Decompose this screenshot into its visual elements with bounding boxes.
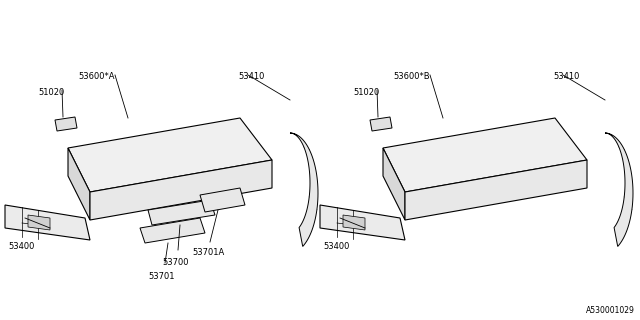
Polygon shape [405, 160, 587, 220]
Polygon shape [320, 205, 405, 240]
Polygon shape [200, 188, 245, 212]
Text: 53600*A: 53600*A [78, 72, 115, 81]
Text: 53400: 53400 [8, 242, 35, 251]
Text: 53701A: 53701A [192, 248, 224, 257]
Text: 53400: 53400 [323, 242, 349, 251]
Text: 51020: 51020 [38, 88, 64, 97]
Polygon shape [5, 205, 90, 240]
Text: 53410: 53410 [238, 72, 264, 81]
Polygon shape [90, 160, 272, 220]
Polygon shape [370, 117, 392, 131]
Polygon shape [68, 148, 90, 220]
Polygon shape [383, 118, 587, 192]
Text: 51020: 51020 [353, 88, 380, 97]
Text: A530001029: A530001029 [586, 306, 635, 315]
Text: 53410: 53410 [553, 72, 579, 81]
Polygon shape [343, 215, 365, 230]
Polygon shape [68, 118, 272, 192]
Polygon shape [140, 218, 205, 243]
Text: 53701: 53701 [148, 272, 175, 281]
Text: 53700: 53700 [162, 258, 189, 267]
Polygon shape [383, 148, 405, 220]
Polygon shape [605, 133, 633, 246]
Polygon shape [148, 200, 215, 225]
Text: 53600*B: 53600*B [393, 72, 429, 81]
Polygon shape [28, 215, 50, 230]
Polygon shape [290, 133, 318, 246]
Polygon shape [55, 117, 77, 131]
